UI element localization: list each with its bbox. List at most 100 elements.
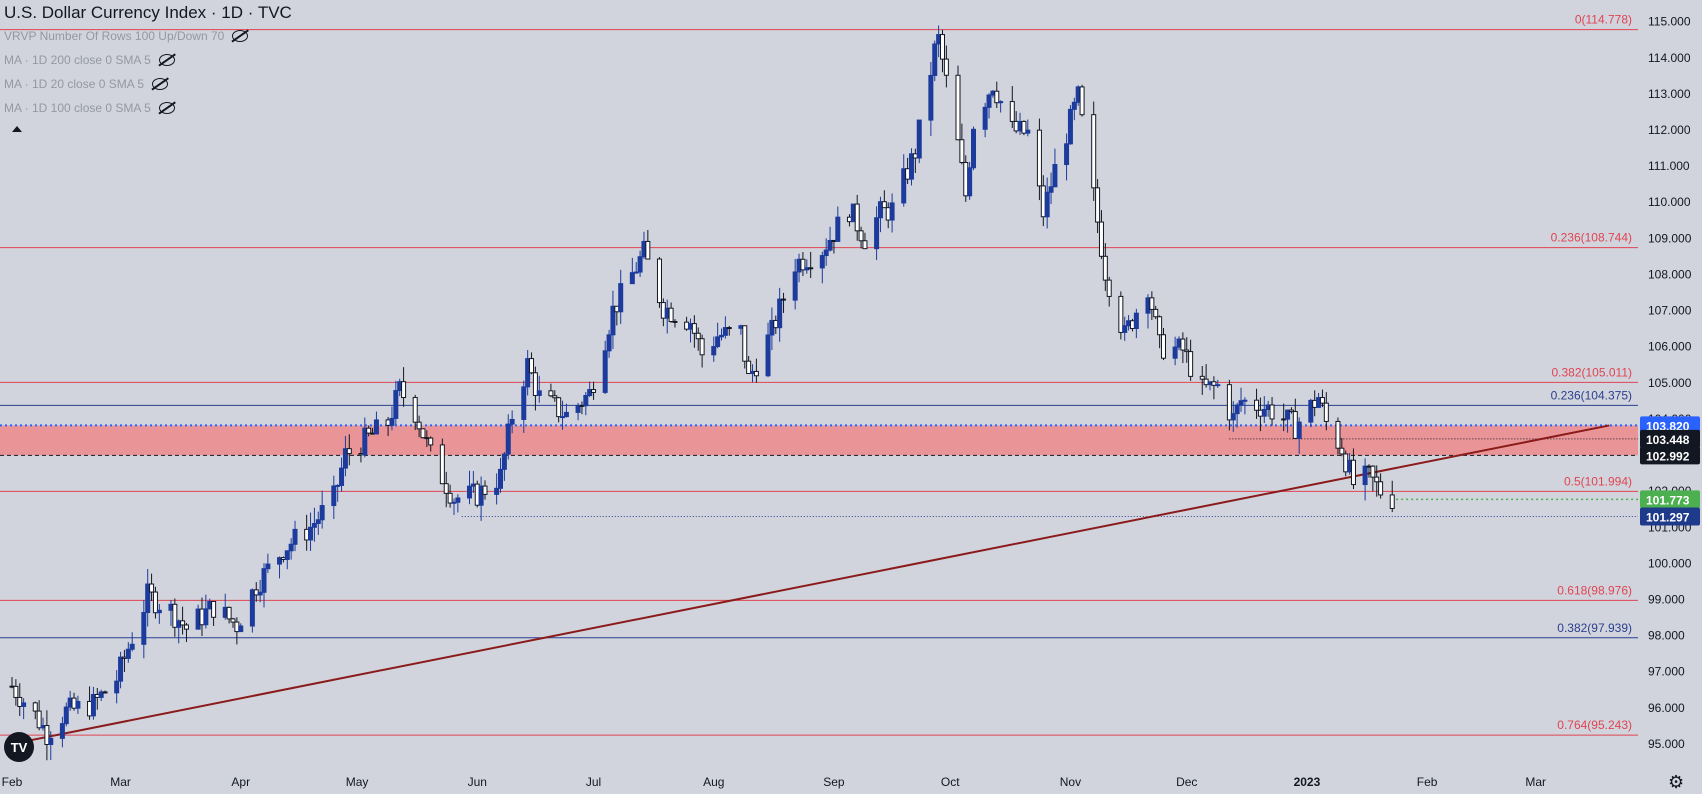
candle-body — [1160, 334, 1166, 359]
candle-body — [1079, 86, 1085, 116]
candle-body — [59, 723, 65, 739]
candle-body — [1319, 397, 1325, 404]
candle-body — [753, 370, 759, 377]
eye-hidden-icon[interactable] — [152, 78, 169, 90]
candle-body — [1021, 120, 1027, 134]
candle-body — [494, 487, 500, 495]
x-tick-label: 2023 — [1294, 775, 1321, 789]
candle-body — [1254, 399, 1260, 411]
candle-body — [1095, 187, 1101, 223]
candle-body — [1098, 221, 1104, 257]
indicator-ma20[interactable]: MA · 1D 20 close 0 SMA 5 — [4, 72, 292, 96]
candle-body — [311, 522, 317, 528]
y-tick-label: 106.000 — [1648, 340, 1692, 354]
candle-body — [339, 467, 345, 486]
candle-body — [1230, 413, 1236, 421]
candles — [9, 25, 1395, 761]
fib-level-label: 0.5(101.994) — [1564, 474, 1632, 488]
indicator-vrvp[interactable]: VRVP Number Of Rows 100 Up/Down 70 — [4, 24, 292, 48]
candle-body — [928, 74, 934, 121]
candle-body — [877, 201, 883, 219]
price-tag-label: 101.773 — [1646, 493, 1690, 507]
candle-body — [44, 725, 50, 745]
collapse-legend-icon[interactable] — [12, 126, 22, 132]
candle-body — [183, 624, 189, 630]
candle-body — [501, 453, 507, 470]
candle-body — [226, 606, 232, 620]
candle-body — [1091, 114, 1097, 189]
candle-body — [862, 240, 868, 250]
candle-body — [366, 427, 372, 434]
candle-body — [971, 128, 977, 169]
candle-body — [257, 591, 263, 596]
candle-body — [203, 608, 209, 626]
candle-body — [955, 74, 961, 141]
candle-body — [292, 528, 298, 545]
candle-body — [21, 702, 27, 707]
tradingview-logo[interactable]: TV — [4, 732, 34, 762]
candle-body — [172, 603, 178, 628]
y-tick-label: 97.000 — [1648, 665, 1685, 679]
candle-body — [560, 416, 566, 419]
candle-body — [556, 397, 562, 418]
candle-body — [1234, 404, 1240, 415]
x-tick-label: Jul — [586, 775, 601, 789]
candle-body — [416, 421, 422, 430]
candle-body — [1064, 143, 1070, 166]
candle-body — [362, 427, 368, 456]
x-tick-label: Dec — [1176, 775, 1197, 789]
indicator-ma100[interactable]: MA · 1D 100 close 0 SMA 5 — [4, 96, 292, 120]
candle-body — [901, 168, 907, 204]
x-tick-label: Feb — [2, 775, 23, 789]
candle-body — [827, 239, 833, 251]
candle-body — [32, 702, 38, 712]
candle-body — [792, 271, 798, 301]
y-tick-label: 115.000 — [1648, 15, 1691, 29]
candle-body — [509, 418, 515, 425]
candle-body — [1285, 409, 1291, 420]
y-tick-label: 111.000 — [1648, 159, 1690, 173]
candle-body — [1044, 191, 1050, 218]
candle-body — [742, 325, 748, 362]
indicator-ma200[interactable]: MA · 1D 200 close 0 SMA 5 — [4, 48, 292, 72]
fib-level-label: 0.382(105.011) — [1551, 365, 1632, 379]
candle-body — [548, 390, 554, 397]
candle-body — [1036, 129, 1042, 187]
candle-body — [1389, 494, 1395, 509]
price-axis-background — [1638, 0, 1702, 794]
candle-body — [319, 505, 325, 521]
candle-body — [284, 550, 290, 560]
candle-body — [1122, 325, 1128, 333]
indicator-label: MA · 1D 100 close 0 SMA 5 — [4, 101, 151, 115]
price-tag-bg — [1640, 446, 1700, 465]
candle-body — [1308, 399, 1314, 423]
y-tick-label: 113.000 — [1648, 87, 1691, 101]
eye-hidden-icon[interactable] — [232, 30, 249, 42]
candle-body — [342, 448, 348, 469]
candle-body — [854, 203, 860, 232]
candle-body — [265, 563, 271, 570]
x-tick-label: Feb — [1417, 775, 1438, 789]
candle-body — [17, 696, 23, 707]
candle-body — [211, 600, 217, 618]
candle-body — [722, 327, 728, 336]
candle-body — [889, 202, 895, 221]
y-tick-label: 98.000 — [1648, 629, 1685, 643]
candle-body — [1362, 465, 1368, 486]
candle-body — [238, 625, 244, 633]
candle-body — [808, 267, 814, 270]
candle-body — [610, 305, 616, 336]
candle-body — [75, 700, 81, 709]
candle-body — [939, 34, 945, 60]
fib-level-label: 0.236(104.375) — [1551, 388, 1632, 402]
candle-body — [230, 618, 236, 623]
candle-body — [575, 404, 581, 413]
gear-icon[interactable]: ⚙ — [1668, 772, 1685, 792]
eye-hidden-icon[interactable] — [158, 54, 175, 66]
candle-body — [1211, 381, 1217, 386]
eye-hidden-icon[interactable] — [158, 102, 175, 114]
candle-body — [726, 327, 732, 330]
candle-body — [1215, 384, 1221, 387]
x-tick-label: Jun — [468, 775, 487, 789]
